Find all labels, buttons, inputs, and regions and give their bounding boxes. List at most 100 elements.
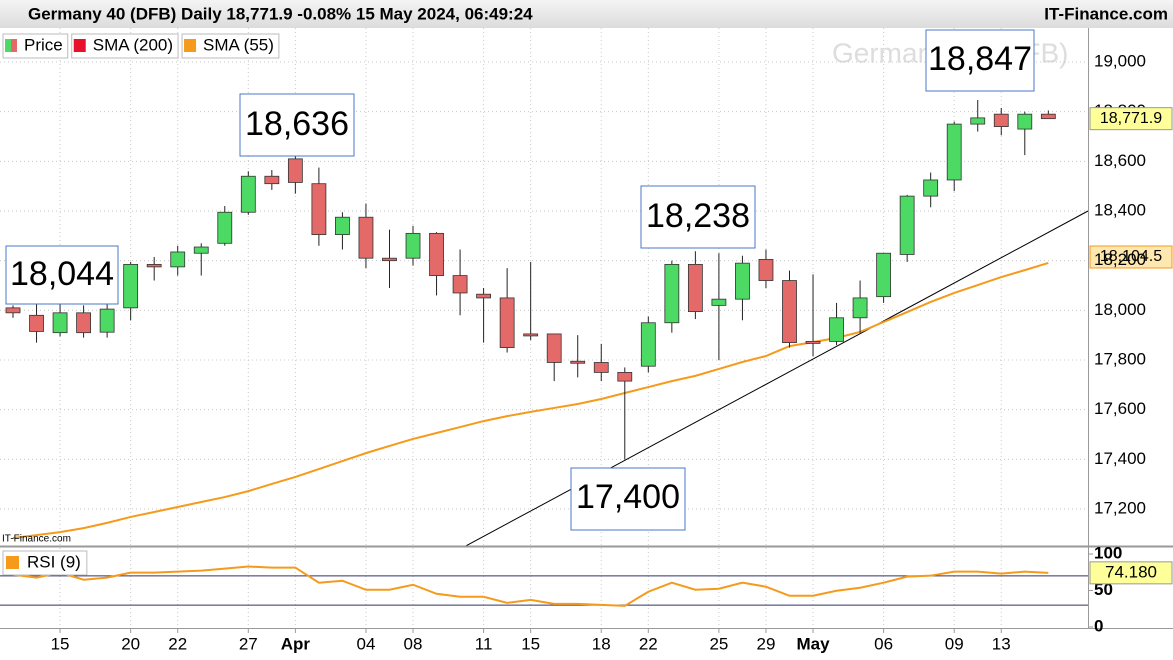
legend-label: SMA (200) [93,35,173,54]
y-tick-label: 17,200 [1094,498,1146,517]
candle-body [76,312,91,334]
candle-body [570,360,586,364]
x-tick-label: 09 [945,634,964,653]
candle-body [852,297,868,319]
candle-body [429,232,444,276]
y-tick-label: 50 [1094,580,1113,599]
candle-body [687,263,703,312]
candle-body [946,123,962,181]
legend-label: RSI (9) [27,552,81,571]
candle-body [782,280,797,344]
y-tick-label: 18,400 [1094,200,1146,219]
annotation-text: 17,400 [576,478,680,516]
x-tick-label: 29 [757,634,776,653]
candle-body [499,297,515,348]
marks [0,100,1088,607]
candle-body [829,317,844,342]
candle-body [664,263,680,324]
x-tick-label: 27 [239,634,258,653]
sma-label: 18,104.5 [1100,248,1162,265]
y-tick-label: 17,400 [1094,449,1146,468]
sma-label-box [1089,245,1173,269]
candle-body [711,298,727,306]
y-tick-label: 100 [1094,543,1122,562]
candle-body [758,259,774,281]
x-tick-label: 22 [639,634,658,653]
candle-body [146,263,162,268]
candle-body [358,216,374,259]
candle-body [523,333,539,337]
annotation-text: 18,238 [646,197,750,235]
legend: Price SMA (200) SMA (55) RSI (9) [2,33,280,576]
legend-label: Price [24,35,63,54]
legend-item: Price [2,33,69,59]
y-tick-label: 18,000 [1094,300,1146,319]
chart-title: Germany 40 (DFB) Daily 18,771.9 -0.08% 1… [28,4,533,23]
candle-body [1040,113,1056,120]
candle-body [452,275,468,294]
x-tick-label: Apr [281,634,311,653]
header-bar [0,0,1173,28]
candle-body [1017,113,1033,130]
x-tick-label: 20 [121,634,140,653]
candle-body [264,175,280,185]
y-tick-label: 0 [1094,616,1103,635]
legend-swatch [6,556,19,569]
legend-item: SMA (55) [181,33,280,59]
annotation-text: 18,636 [245,105,349,143]
legend-swatch [184,39,197,52]
x-tick-label: 11 [475,634,493,653]
annotation: 18,636 [239,93,355,157]
candle-body [5,307,21,314]
candle-body [335,216,350,236]
x-tick-label: 08 [404,634,423,653]
annotation: 18,847 [925,29,1035,92]
legend-item: SMA (200) [71,33,179,59]
annotation: 18,044 [5,245,119,305]
x-tick-label: 18 [592,634,611,653]
legend-box [71,33,179,59]
x-tick-label: 06 [874,634,893,653]
candle-body [382,257,397,262]
candle-body [923,179,939,197]
rsi-label-box [1089,561,1173,585]
legend-swatch [11,39,17,52]
legend-label: SMA (55) [203,35,274,54]
candle-body [593,362,609,373]
annotation-text: 18,044 [10,255,114,293]
x-tick-label: 22 [168,634,187,653]
sma-line [12,261,1049,540]
brand: IT-Finance.com [1044,4,1168,23]
candle-body [405,232,421,259]
candle-body [640,322,656,367]
candle-body [993,113,1009,127]
candle-body [876,252,892,298]
candle-body [99,308,115,333]
x-tick-label: 15 [51,634,70,653]
x-tick-label: 15 [521,634,540,653]
legend-swatch [73,39,86,52]
candle-body [240,175,256,213]
candle-body [617,372,633,382]
y-tick-label: 18,200 [1094,250,1146,269]
candle-body [805,340,821,344]
rsi-label: 74.180 [1105,562,1157,581]
candle-body [52,312,68,334]
candle-body [123,263,139,309]
candle-body [735,262,750,300]
annotation: 17,400 [570,467,686,531]
candle-body [287,158,303,183]
y-tick-label: 17,800 [1094,349,1146,368]
candle-body [899,195,915,255]
candle-body [170,251,186,268]
y-tick-label: 19,000 [1094,52,1146,71]
y-tick-label: 18,600 [1094,151,1146,170]
candle-body [476,293,492,299]
price-label-box [1089,107,1173,131]
candle-body [193,246,209,254]
candle-body [311,183,327,236]
x-tick-label: 13 [992,634,1011,653]
x-tick-label: 04 [356,634,375,653]
